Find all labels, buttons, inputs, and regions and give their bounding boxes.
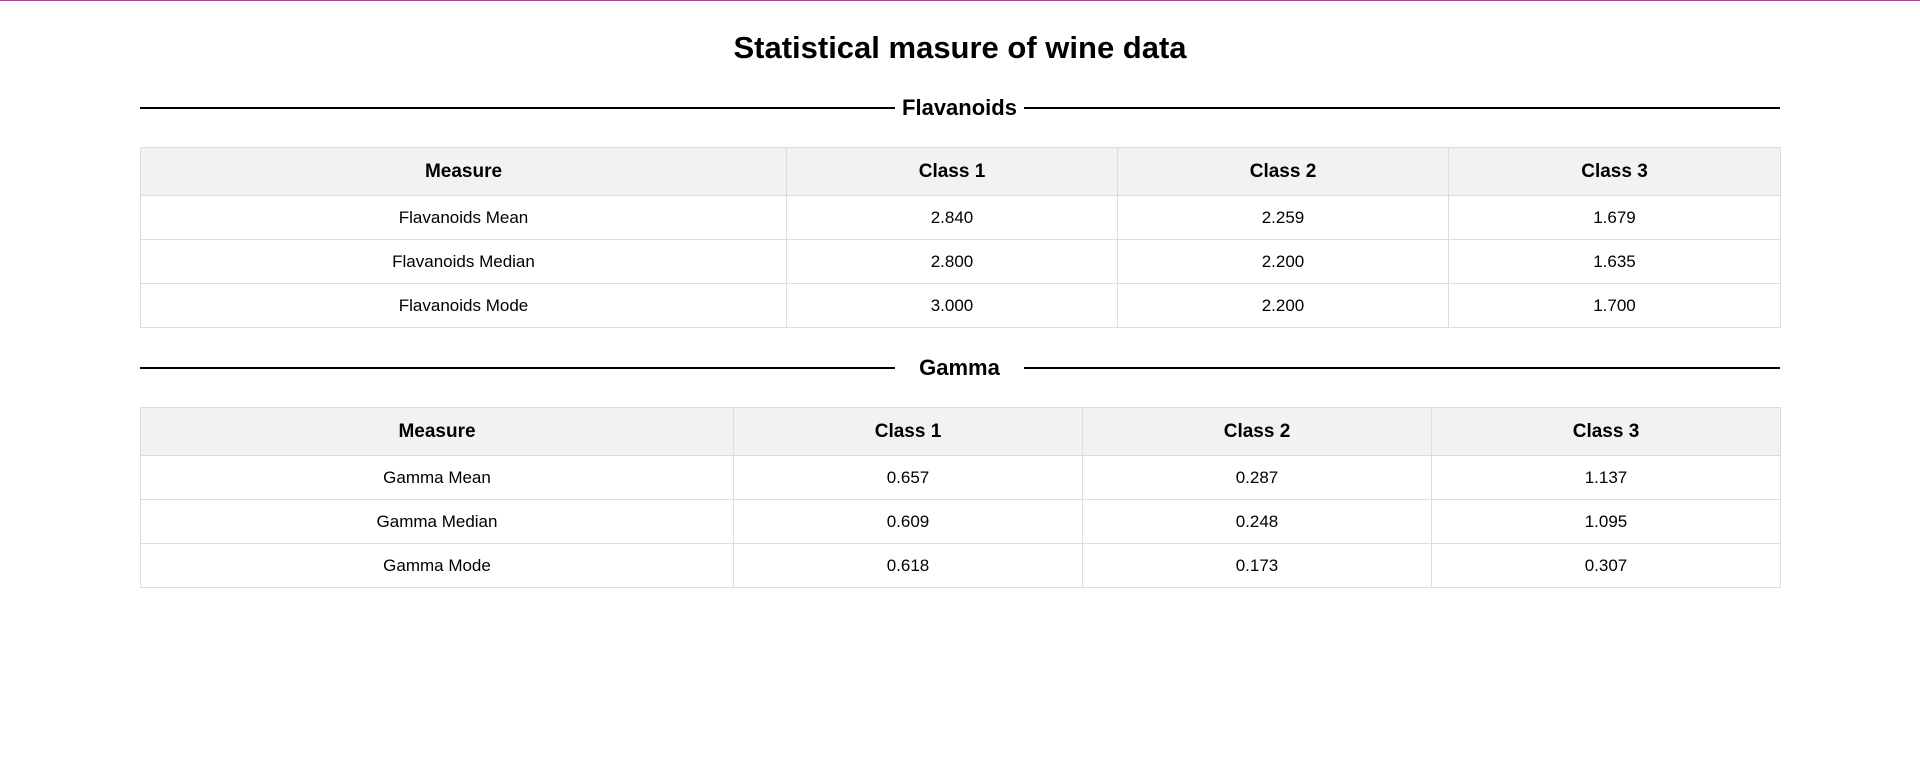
- table-cell: Gamma Mean: [140, 455, 734, 500]
- table-cell: Gamma Median: [140, 499, 734, 544]
- table-row: Flavanoids Median 2.800 2.200 1.635: [140, 239, 1781, 284]
- page-title: Statistical masure of wine data: [733, 30, 1187, 65]
- table-cell: 0.173: [1082, 543, 1432, 588]
- column-header: Class 1: [733, 407, 1083, 456]
- table-cell: 2.200: [1117, 239, 1449, 284]
- table-cell: 0.609: [733, 499, 1083, 544]
- table-cell: 2.200: [1117, 283, 1449, 328]
- table-row: Gamma Mode 0.618 0.173 0.307: [140, 543, 1781, 588]
- table-cell: 0.657: [733, 455, 1083, 500]
- table-cell: Flavanoids Mode: [140, 283, 787, 328]
- table-cell: 1.635: [1448, 239, 1781, 284]
- table-cell: 1.700: [1448, 283, 1781, 328]
- table-cell: 1.095: [1431, 499, 1781, 544]
- table-cell: 2.259: [1117, 195, 1449, 240]
- column-header: Measure: [140, 407, 734, 456]
- table-row: Flavanoids Mean 2.840 2.259 1.679: [140, 195, 1781, 240]
- section-title: Flavanoids: [902, 95, 1017, 120]
- table-row: Flavanoids Mode 3.000 2.200 1.700: [140, 283, 1781, 328]
- section-header-gamma: Gamma: [140, 353, 1780, 383]
- column-header: Class 2: [1082, 407, 1432, 456]
- table-cell: 3.000: [786, 283, 1118, 328]
- table-cell: Flavanoids Mean: [140, 195, 787, 240]
- table-row: Gamma Mean 0.657 0.287 1.137: [140, 455, 1781, 500]
- section-title: Gamma: [919, 355, 1000, 380]
- column-header: Class 3: [1448, 147, 1781, 196]
- table-cell: Gamma Mode: [140, 543, 734, 588]
- table-cell: 2.800: [786, 239, 1118, 284]
- section-header-flavanoids: Flavanoids: [140, 93, 1780, 123]
- table-cell: 1.137: [1431, 455, 1781, 500]
- top-accent-line: [0, 0, 1920, 1]
- column-header: Measure: [140, 147, 787, 196]
- table-row: Gamma Median 0.609 0.248 1.095: [140, 499, 1781, 544]
- table-header-row: Measure Class 1 Class 2 Class 3: [140, 147, 1781, 196]
- column-header: Class 3: [1431, 407, 1781, 456]
- divider-line: [140, 107, 895, 109]
- divider-line: [1024, 107, 1780, 109]
- table-cell: Flavanoids Median: [140, 239, 787, 284]
- table-cell: 0.618: [733, 543, 1083, 588]
- table-cell: 1.679: [1448, 195, 1781, 240]
- table-cell: 2.840: [786, 195, 1118, 240]
- column-header: Class 2: [1117, 147, 1449, 196]
- flavanoids-table: Measure Class 1 Class 2 Class 3 Flavanoi…: [140, 147, 1781, 328]
- table-cell: 0.287: [1082, 455, 1432, 500]
- gamma-table: Measure Class 1 Class 2 Class 3 Gamma Me…: [140, 407, 1781, 588]
- table-cell: 0.307: [1431, 543, 1781, 588]
- table-cell: 0.248: [1082, 499, 1432, 544]
- divider-line: [1024, 367, 1780, 369]
- divider-line: [140, 367, 895, 369]
- column-header: Class 1: [786, 147, 1118, 196]
- table-header-row: Measure Class 1 Class 2 Class 3: [140, 407, 1781, 456]
